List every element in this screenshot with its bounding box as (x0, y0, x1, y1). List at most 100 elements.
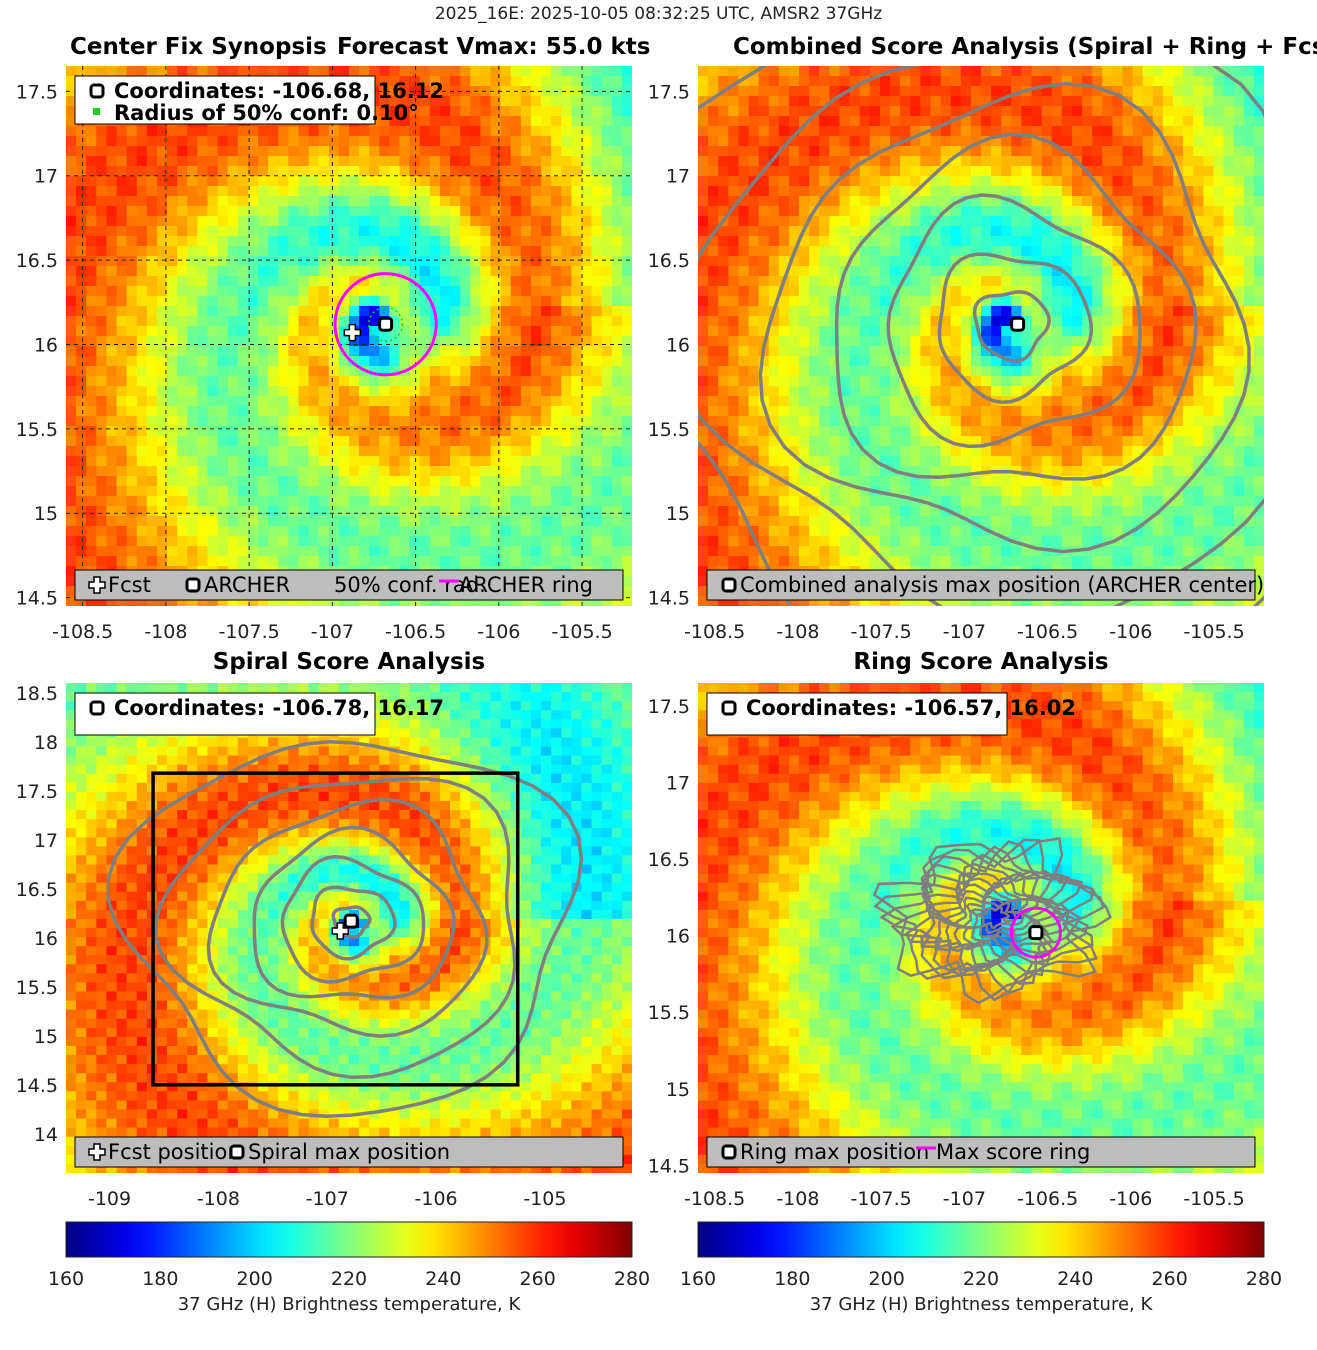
heatmap-cell (748, 526, 760, 537)
heatmap-cell (96, 66, 108, 77)
heatmap-cell (611, 96, 623, 107)
heatmap-cell (859, 176, 871, 187)
heatmap-cell (799, 346, 810, 357)
heatmap-cell (177, 536, 188, 547)
heatmap-cell (227, 236, 239, 247)
heatmap-cell (197, 66, 209, 77)
heatmap-cell (728, 366, 740, 377)
heatmap-cell (541, 456, 552, 467)
heatmap-cell (591, 296, 603, 307)
heatmap-cell (268, 446, 279, 457)
heatmap-cell (708, 176, 719, 187)
heatmap-cell (460, 486, 471, 497)
heatmap-cell (76, 346, 87, 357)
heatmap-cell (227, 316, 239, 327)
heatmap-cell (510, 276, 522, 287)
heatmap-cell (551, 286, 562, 297)
heatmap-cell (500, 426, 512, 437)
heatmap-cell (470, 396, 481, 407)
heatmap-cell (490, 396, 502, 407)
heatmap-cell (819, 126, 830, 137)
heatmap-cell (318, 496, 330, 507)
heatmap-cell (308, 206, 320, 217)
heatmap-cell (227, 376, 239, 387)
heatmap-cell (1011, 376, 1023, 387)
heatmap-cell (500, 106, 512, 117)
heatmap-cell (970, 416, 982, 427)
heatmap-cell (247, 506, 259, 517)
heatmap-cell (981, 426, 992, 437)
heatmap-cell (621, 486, 632, 497)
heatmap-cell (268, 476, 279, 487)
heatmap-cell (621, 76, 632, 87)
heatmap-cell (809, 286, 820, 297)
heatmap-cell (268, 316, 279, 327)
heatmap-cell (399, 536, 411, 547)
heatmap-cell (207, 256, 219, 267)
heatmap-cell (571, 276, 583, 287)
heatmap-cell (530, 316, 542, 327)
heatmap-cell (409, 506, 421, 517)
heatmap-cell (869, 266, 881, 277)
heatmap-cell (879, 526, 891, 537)
heatmap-cell (900, 426, 911, 437)
heatmap-cell (116, 296, 128, 307)
heatmap-cell (470, 376, 481, 387)
heatmap-cell (328, 256, 340, 267)
heatmap-cell (728, 406, 740, 417)
heatmap-cell (298, 466, 310, 477)
heatmap-cell (419, 376, 431, 387)
heatmap-cell (520, 116, 532, 127)
heatmap-cell (1011, 366, 1023, 377)
heatmap-cell (601, 86, 613, 97)
heatmap-cell (981, 556, 992, 567)
heatmap-cell (900, 356, 911, 367)
heatmap-cell (809, 186, 820, 197)
heatmap-cell (349, 266, 360, 277)
heatmap-cell (778, 326, 790, 337)
heatmap-cell (76, 466, 87, 477)
heatmap-cell (611, 316, 623, 327)
heatmap-cell (591, 236, 603, 247)
heatmap-cell (1001, 166, 1012, 177)
heatmap-cell (470, 106, 481, 117)
heatmap-cell (500, 176, 512, 187)
heatmap-cell (1051, 266, 1063, 277)
heatmap-cell (530, 516, 542, 527)
heatmap-cell (116, 136, 128, 147)
synopsis-xtick-label: -106.5 (385, 621, 446, 643)
heatmap-cell (156, 496, 168, 507)
archer-center-marker (378, 316, 394, 332)
heatmap-cell (278, 166, 289, 177)
heatmap-cell (66, 136, 77, 147)
heatmap-cell (839, 286, 851, 297)
heatmap-cell (288, 486, 300, 497)
heatmap-cell (369, 226, 380, 237)
heatmap-cell (76, 496, 87, 507)
heatmap-cell (338, 596, 350, 606)
heatmap-cell (1021, 186, 1033, 197)
heatmap-cell (237, 346, 249, 357)
heatmap-cell (1001, 526, 1012, 537)
heatmap-cell (237, 296, 249, 307)
heatmap-cell (621, 456, 632, 467)
heatmap-cell (879, 506, 891, 517)
heatmap-cell (328, 546, 340, 557)
heatmap-cell (480, 316, 492, 327)
heatmap-cell (419, 146, 431, 157)
heatmap-cell (900, 386, 911, 397)
heatmap-cell (520, 166, 532, 177)
heatmap-cell (237, 456, 249, 467)
heatmap-cell (910, 396, 921, 407)
heatmap-cell (571, 376, 583, 387)
heatmap-cell (1021, 366, 1033, 377)
heatmap-cell (288, 166, 300, 177)
heatmap-cell (258, 526, 269, 537)
heatmap-cell (328, 206, 340, 217)
heatmap-cell (520, 226, 532, 237)
heatmap-cell (621, 166, 632, 177)
heatmap-cell (778, 456, 790, 467)
heatmap-cell (859, 396, 871, 407)
heatmap-cell (601, 376, 613, 387)
heatmap-cell (167, 126, 178, 137)
